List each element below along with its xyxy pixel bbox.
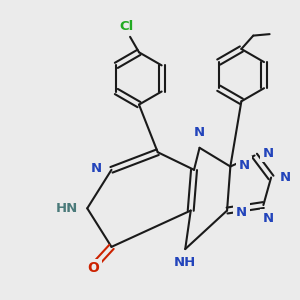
Text: N: N	[280, 171, 291, 184]
Text: N: N	[236, 206, 247, 218]
Text: N: N	[91, 162, 102, 175]
Text: Cl: Cl	[119, 20, 134, 33]
Text: NH: NH	[174, 256, 197, 268]
Text: N: N	[263, 147, 274, 160]
Text: N: N	[262, 212, 273, 225]
Text: O: O	[88, 261, 100, 275]
Text: N: N	[239, 158, 250, 172]
Text: HN: HN	[56, 202, 78, 215]
Text: N: N	[194, 127, 205, 140]
